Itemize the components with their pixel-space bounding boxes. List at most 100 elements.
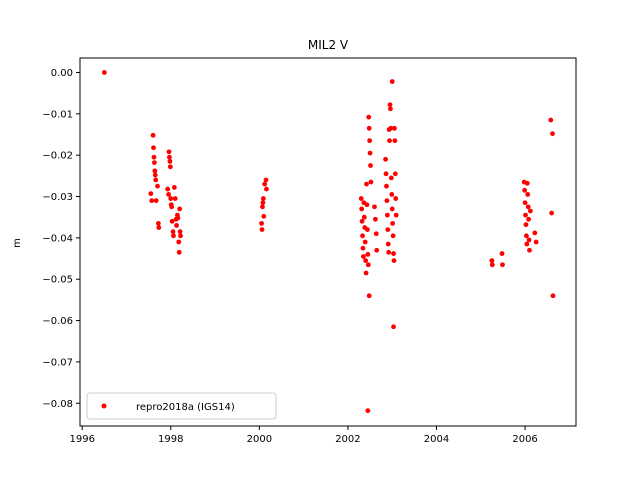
data-point (489, 262, 495, 268)
data-point (374, 247, 380, 253)
data-point (261, 213, 267, 219)
data-point (263, 177, 269, 183)
data-point (385, 227, 391, 232)
data-point (148, 191, 154, 197)
data-point (392, 125, 397, 131)
data-point (383, 171, 389, 177)
data-point (365, 408, 371, 414)
data-point (155, 220, 161, 226)
y-axis-ticks: 0.00 −0.01 −0.02 −0.03 −0.04 −0.05 −0.06 −0.07 −… (42, 68, 80, 410)
data-point (526, 237, 532, 243)
data-point (363, 258, 369, 264)
legend-marker (101, 403, 107, 409)
data-point (365, 227, 370, 232)
data-point (391, 258, 397, 264)
data-point (523, 222, 529, 228)
data-point (526, 216, 532, 222)
data-point (500, 262, 505, 268)
data-point (366, 114, 372, 120)
data-point (388, 125, 394, 131)
data-point (524, 180, 530, 186)
y-axis-label: m (12, 238, 23, 248)
data-point (155, 183, 160, 189)
y-tick-label: −0.06 (42, 316, 73, 327)
data-point (527, 208, 533, 214)
data-point (151, 154, 157, 160)
data-point (360, 233, 365, 239)
data-point (388, 106, 393, 112)
data-point (358, 196, 364, 201)
data-point (384, 212, 390, 218)
y-tick-label: −0.04 (42, 233, 73, 244)
data-point (260, 204, 265, 210)
data-point (174, 223, 179, 228)
data-point (393, 212, 399, 218)
data-point (373, 231, 379, 237)
data-point (522, 187, 528, 193)
x-tick-label: 1998 (158, 434, 183, 445)
data-point (151, 145, 156, 151)
x-tick-label: 2004 (424, 434, 449, 445)
data-point (525, 204, 531, 210)
data-point (167, 154, 172, 160)
data-point (101, 70, 107, 75)
data-point (259, 220, 264, 226)
x-tick-label: 2002 (335, 434, 360, 445)
data-point (391, 324, 396, 330)
x-tick-label: 1996 (69, 434, 94, 445)
data-point (156, 225, 162, 230)
y-tick-label: −0.07 (42, 357, 73, 368)
data-point (391, 251, 396, 256)
data-point (389, 192, 395, 197)
y-tick-label: 0.00 (51, 68, 73, 79)
data-point (366, 293, 372, 299)
data-point (364, 181, 369, 187)
y-tick-label: −0.05 (42, 275, 73, 286)
data-point (368, 179, 374, 185)
data-point (368, 163, 373, 168)
data-point (177, 206, 183, 212)
data-point (363, 270, 369, 276)
data-point (361, 254, 366, 259)
x-tick-label: 2006 (512, 434, 537, 445)
legend-box (86, 392, 277, 420)
legend: repro2018a (IGS14) (86, 392, 277, 420)
data-point (359, 218, 365, 224)
data-point (383, 156, 388, 162)
data-point (172, 196, 178, 201)
data-point (390, 220, 396, 226)
data-point (365, 262, 371, 268)
data-point (168, 196, 174, 201)
data-point (384, 198, 390, 204)
data-point (386, 249, 392, 255)
data-point (260, 196, 266, 201)
data-point (152, 172, 158, 178)
data-point (364, 202, 370, 208)
data-point (384, 183, 389, 189)
data-point (169, 204, 175, 210)
data-point (387, 138, 392, 144)
data-point (365, 252, 371, 257)
y-tick-label: −0.03 (42, 192, 73, 203)
data-point (359, 206, 365, 212)
data-point (372, 216, 378, 222)
y-tick-label: −0.02 (42, 151, 73, 162)
data-point (532, 230, 538, 236)
legend-label: repro2018a (IGS14) (136, 402, 235, 413)
data-point (392, 171, 398, 177)
y-tick-label: −0.08 (42, 399, 73, 410)
data-point (527, 247, 532, 253)
data-point (385, 241, 391, 247)
data-point (389, 79, 395, 84)
data-point (176, 249, 182, 255)
data-point (361, 214, 367, 220)
data-point (167, 164, 173, 170)
data-point (165, 186, 171, 192)
x-tick-label: 2000 (247, 434, 272, 445)
data-point (548, 117, 554, 123)
data-point (389, 206, 395, 212)
data-point (153, 177, 159, 183)
data-point (499, 251, 505, 256)
x-axis-ticks: 1996 1998 2000 2002 2004 2006 (69, 426, 538, 445)
data-point (169, 218, 175, 224)
